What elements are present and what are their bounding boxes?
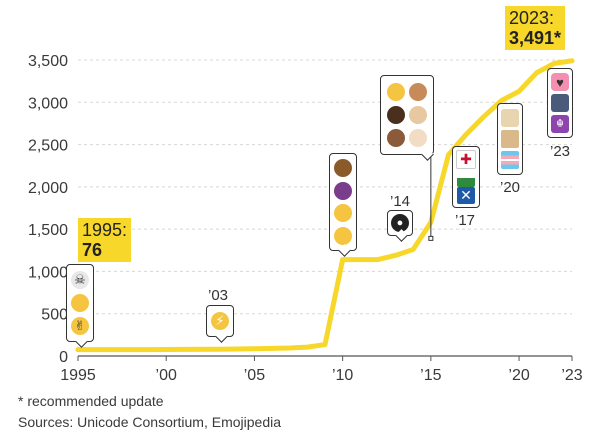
year-label-2014: ’14 xyxy=(390,193,411,210)
x-tick-label: 1995 xyxy=(60,367,96,384)
emoji-box-2014: ● xyxy=(387,210,413,242)
marker-2015 xyxy=(428,235,434,241)
x-tick-label: ’00 xyxy=(156,367,177,384)
scotland-flag-icon: ✕ xyxy=(457,186,475,204)
year-label-2003: ’03 xyxy=(208,287,229,304)
bubble-tea-icon xyxy=(501,108,519,127)
y-tick-label: 1,000 xyxy=(28,264,68,281)
y-axis-ticks: 0 500 1,000 1,500 2,000 2,500 3,000 3,500 xyxy=(28,53,68,366)
thumbs-up-medium-icon xyxy=(409,82,427,101)
pink-heart-icon: ♥ xyxy=(551,73,569,92)
england-flag-icon: ✚ xyxy=(456,150,476,170)
eye-icon: ● xyxy=(391,214,409,232)
end-value-callout: 2023: 3,491* xyxy=(505,6,566,50)
placard-icon xyxy=(501,129,519,148)
emoji-box-2010 xyxy=(329,153,357,257)
skull-icon: ☠ xyxy=(71,270,89,289)
data-series xyxy=(75,58,575,353)
thumbs-up-light-icon xyxy=(409,105,427,124)
y-tick-label: 3,500 xyxy=(28,53,68,70)
y-tick-label: 0 xyxy=(59,349,68,366)
footnote-sources: Sources: Unicode Consortium, Emojipedia xyxy=(18,414,282,430)
victory-hand-icon: ✌ xyxy=(71,317,89,336)
worried-face-icon xyxy=(71,293,89,312)
x-tick-label: ’23 xyxy=(561,367,582,384)
emoji-box-1995: ☠ ✌ xyxy=(66,264,94,348)
transgender-flag-icon xyxy=(501,151,519,170)
thumbs-up-pale-icon xyxy=(409,129,427,148)
emoji-box-2015-skin-tones xyxy=(380,75,434,161)
y-tick-label: 1,500 xyxy=(28,222,68,239)
eggplant-icon xyxy=(334,181,352,200)
emoji-box-2017: ✚ ✕ xyxy=(452,146,480,208)
thumbs-up-dark-icon xyxy=(387,105,405,124)
thumbs-up-yellow-icon xyxy=(387,82,405,101)
x-tick-label: ’15 xyxy=(420,367,441,384)
start-value-callout: 1995: 76 xyxy=(78,218,132,262)
y-tick-label: 2,500 xyxy=(28,138,68,155)
x-tick-label: ’20 xyxy=(508,367,529,384)
year-label-2023: ’23 xyxy=(550,143,571,160)
gridlines xyxy=(78,59,572,315)
thumbs-up-medium-dark-icon xyxy=(387,129,405,148)
x-axis-ticks: 1995 ’00 ’05 ’10 ’15 ’20 ’23 xyxy=(60,356,583,384)
y-tick-label: 500 xyxy=(41,307,68,324)
emoji-count-line xyxy=(75,58,575,353)
start-year-label: 1995: xyxy=(82,220,128,240)
wales-flag-icon xyxy=(457,169,475,187)
emoji-box-2003: ⚡ xyxy=(206,305,234,343)
year-label-2020: ’20 xyxy=(500,179,521,196)
pile-of-poo-icon xyxy=(334,159,352,178)
year-label-2017: ’17 xyxy=(455,212,476,229)
end-value-label: 3,491* xyxy=(509,28,562,48)
x-tick-label: ’10 xyxy=(332,367,353,384)
khanda-icon: ☬ xyxy=(551,114,569,133)
start-value-label: 76 xyxy=(82,240,103,260)
emoji-box-2023: ♥ ☬ xyxy=(547,68,573,138)
y-tick-label: 3,000 xyxy=(28,95,68,112)
lightning-icon: ⚡ xyxy=(211,312,229,330)
couple-kiss-icon xyxy=(334,226,352,245)
emoji-box-2020 xyxy=(497,103,523,175)
emoji-growth-chart: 0 500 1,000 1,500 2,000 2,500 3,000 3,500 1995 ’… xyxy=(28,53,583,384)
y-tick-label: 2,000 xyxy=(28,180,68,197)
x-tick-label: ’05 xyxy=(244,367,265,384)
hair-pick-icon xyxy=(551,93,569,112)
end-year-label: 2023: xyxy=(509,8,555,28)
couple-icon xyxy=(334,204,352,223)
footnote-recommended: * recommended update xyxy=(18,393,164,409)
